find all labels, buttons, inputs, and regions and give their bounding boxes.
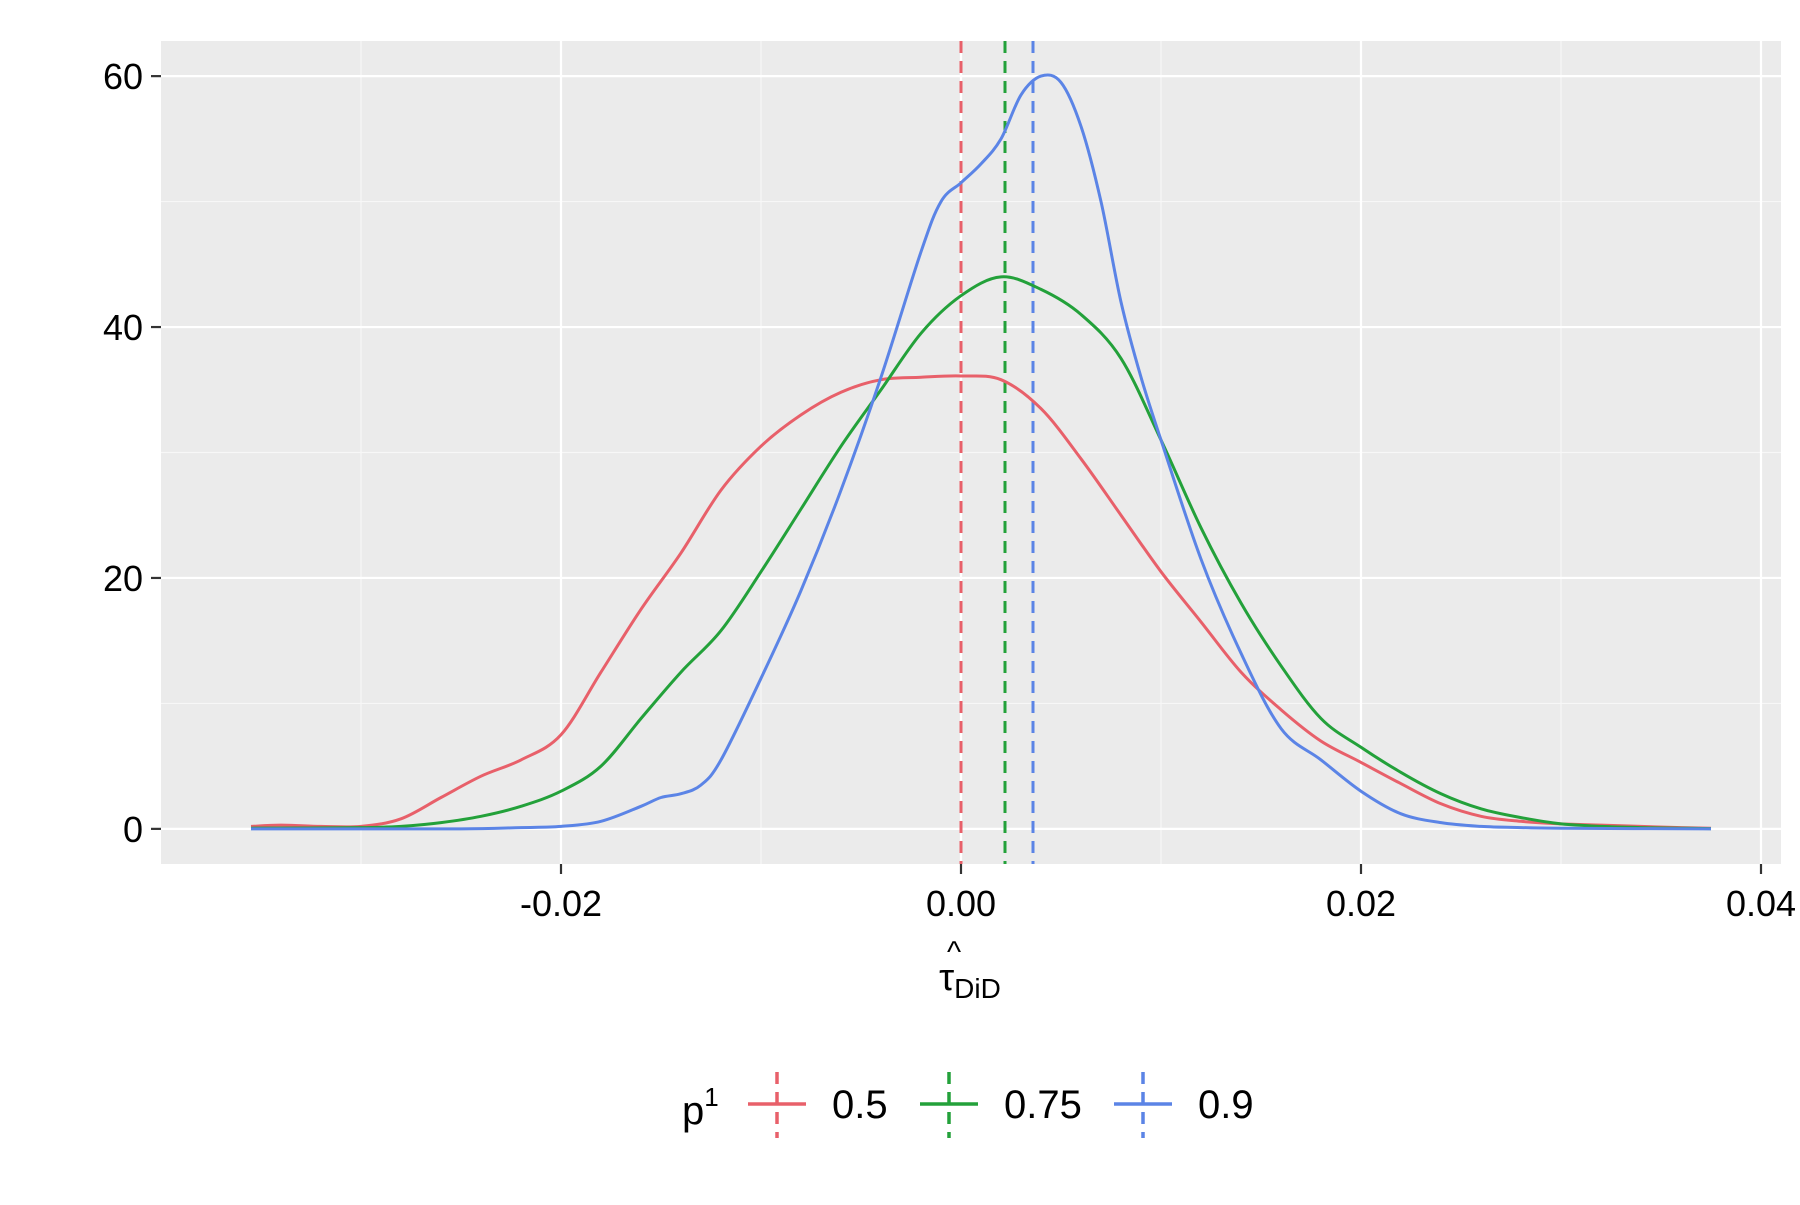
y-tick-label: 40 [103,307,143,348]
legend-label: 0.9 [1198,1083,1254,1127]
legend-label: 0.5 [832,1083,888,1127]
legend-key [1114,1072,1172,1138]
legend-title: p1 [682,1082,719,1133]
x-tick-label: 0.02 [1326,883,1396,924]
y-tick-label: 0 [123,809,143,850]
mean-lines [959,41,1035,864]
x-axis-title: τDiD [939,957,1001,1004]
x-tick-label: 0.04 [1726,883,1796,924]
density-curve-0.75 [250,275,1712,831]
y-tick-label: 60 [103,56,143,97]
legend-label: 0.75 [1004,1083,1082,1127]
density-curves [250,73,1712,831]
x-axis-title-hat: ^ [947,936,961,969]
x-tick-label: -0.02 [520,883,602,924]
x-axis: -0.02 0.00 0.02 0.04 [520,864,1796,924]
density-curve-0.9 [250,73,1712,831]
x-axis-title-subscript: DiD [954,973,1001,1004]
x-tick-label: 0.00 [926,883,996,924]
y-axis: 0 20 40 60 [103,56,161,850]
y-tick-label: 20 [103,558,143,599]
x-axis-title-symbol: τ [939,957,954,999]
legend-key [748,1072,806,1138]
minor-gridlines [161,41,1781,864]
legend-title-main: p [682,1089,704,1133]
legend-key [920,1072,978,1138]
legend: p1 0.5 0.75 0.9 [682,1072,1254,1138]
legend-title-superscript: 1 [704,1082,718,1112]
density-curve-0.5 [250,374,1712,830]
